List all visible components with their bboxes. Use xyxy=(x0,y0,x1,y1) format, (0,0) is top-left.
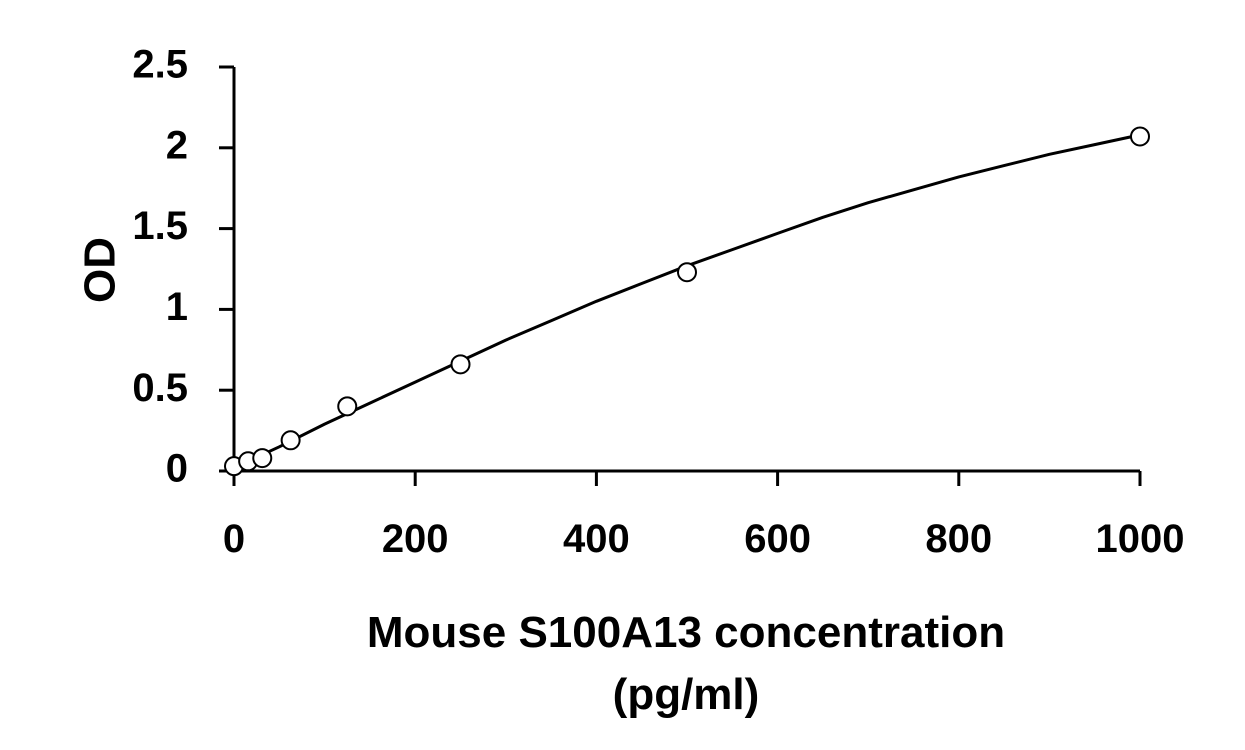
x-tick-label: 800 xyxy=(925,517,992,561)
y-tick-label: 2.5 xyxy=(132,43,188,87)
y-tick-label: 0 xyxy=(166,447,188,491)
x-axis-title-line2: (pg/ml) xyxy=(613,670,760,719)
y-tick-label: 0.5 xyxy=(132,366,188,410)
x-tick-label: 1000 xyxy=(1096,517,1185,561)
x-tick-label: 200 xyxy=(382,517,449,561)
x-tick-label: 0 xyxy=(223,517,245,561)
y-tick-label: 2 xyxy=(166,123,188,167)
data-point xyxy=(450,354,471,375)
data-point xyxy=(677,262,697,283)
data-point xyxy=(337,396,358,417)
data-point xyxy=(280,430,301,451)
data-point xyxy=(252,448,273,469)
labels-layer: OD Mouse S100A13 concentration (pg/ml) xyxy=(76,237,1005,719)
x-tick-label: 600 xyxy=(744,517,811,561)
y-tick-label: 1 xyxy=(166,285,188,329)
data-points-layer xyxy=(224,126,1150,477)
y-axis-title: OD xyxy=(76,237,125,303)
data-point xyxy=(1130,126,1150,147)
y-tick-label: 1.5 xyxy=(132,204,188,248)
x-axis-title-line1: Mouse S100A13 concentration xyxy=(367,608,1005,657)
x-tick-label: 400 xyxy=(563,517,630,561)
axes-layer: 0 0.5 1 1.5 2 2.5 0 200 400 600 800 1000 xyxy=(132,43,1184,561)
